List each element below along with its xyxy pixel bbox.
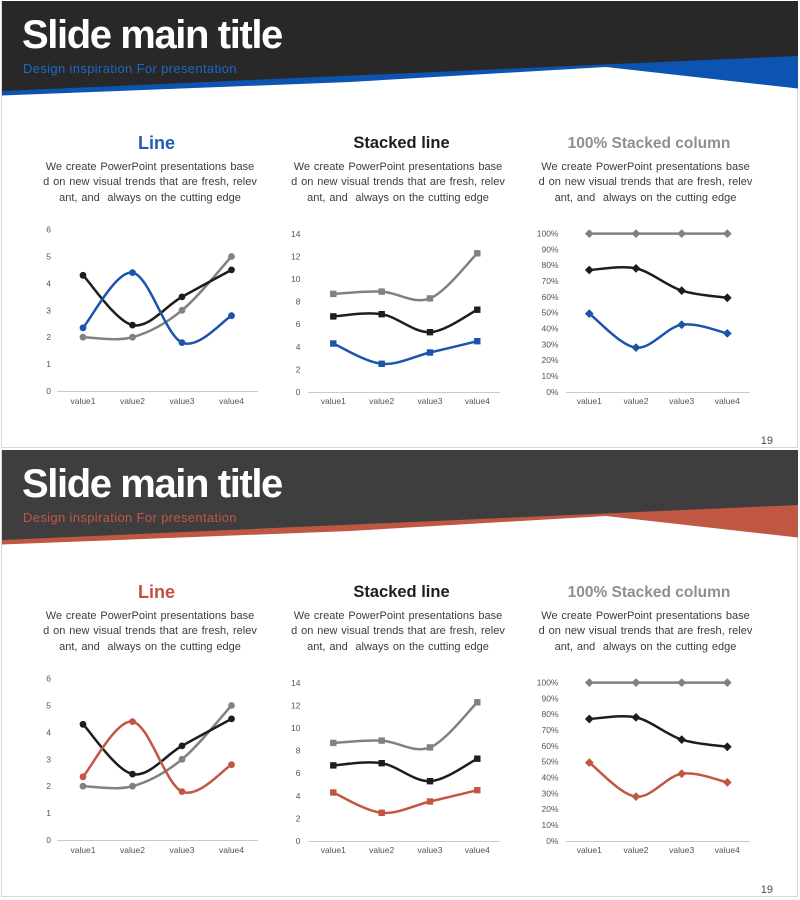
svg-text:8: 8 (296, 746, 301, 756)
svg-text:2: 2 (46, 332, 51, 342)
svg-text:0: 0 (46, 386, 51, 396)
svg-text:30%: 30% (541, 339, 558, 349)
svg-text:60%: 60% (541, 292, 558, 302)
svg-text:6: 6 (46, 674, 51, 684)
svg-text:14: 14 (291, 678, 301, 688)
svg-text:value3: value3 (417, 845, 442, 855)
svg-text:100%: 100% (537, 229, 559, 239)
svg-text:10: 10 (291, 274, 301, 284)
svg-text:3: 3 (46, 305, 51, 315)
svg-text:value4: value4 (715, 845, 740, 855)
svg-text:value1: value1 (577, 396, 602, 406)
svg-text:8: 8 (296, 297, 301, 307)
svg-text:2: 2 (46, 781, 51, 791)
svg-text:10: 10 (291, 723, 301, 733)
svg-text:50%: 50% (541, 308, 558, 318)
svg-text:0: 0 (296, 387, 301, 397)
svg-text:10%: 10% (541, 371, 558, 381)
svg-text:value2: value2 (623, 396, 648, 406)
svg-text:5: 5 (46, 701, 51, 711)
svg-text:10%: 10% (541, 820, 558, 830)
svg-text:value3: value3 (169, 396, 194, 406)
svg-text:value3: value3 (669, 845, 694, 855)
svg-text:value4: value4 (465, 845, 490, 855)
svg-text:20%: 20% (541, 804, 558, 814)
svg-text:5: 5 (46, 252, 51, 262)
svg-text:6: 6 (46, 225, 51, 235)
svg-text:3: 3 (46, 754, 51, 764)
svg-text:6: 6 (296, 319, 301, 329)
svg-text:value1: value1 (321, 396, 346, 406)
svg-text:value4: value4 (219, 396, 244, 406)
svg-text:2: 2 (296, 364, 301, 374)
svg-text:40%: 40% (541, 773, 558, 783)
svg-text:90%: 90% (541, 244, 558, 254)
svg-text:20%: 20% (541, 355, 558, 365)
svg-text:1: 1 (46, 808, 51, 818)
svg-text:80%: 80% (541, 709, 558, 719)
svg-text:2: 2 (296, 813, 301, 823)
svg-text:0: 0 (296, 836, 301, 846)
svg-text:4: 4 (46, 278, 51, 288)
svg-text:value2: value2 (369, 845, 394, 855)
svg-text:value2: value2 (120, 845, 145, 855)
svg-text:6: 6 (296, 768, 301, 778)
svg-text:value1: value1 (321, 845, 346, 855)
svg-text:12: 12 (291, 252, 301, 262)
svg-text:70%: 70% (541, 276, 558, 286)
svg-text:value2: value2 (623, 845, 648, 855)
svg-text:4: 4 (296, 342, 301, 352)
svg-text:value1: value1 (70, 845, 95, 855)
svg-text:value2: value2 (369, 396, 394, 406)
svg-text:70%: 70% (541, 725, 558, 735)
svg-text:value4: value4 (219, 845, 244, 855)
svg-text:value4: value4 (465, 396, 490, 406)
svg-text:100%: 100% (537, 678, 559, 688)
svg-text:value1: value1 (577, 845, 602, 855)
svg-text:4: 4 (296, 791, 301, 801)
svg-text:90%: 90% (541, 693, 558, 703)
svg-text:40%: 40% (541, 324, 558, 334)
svg-text:60%: 60% (541, 741, 558, 751)
svg-text:14: 14 (291, 229, 301, 239)
svg-text:50%: 50% (541, 757, 558, 767)
svg-text:12: 12 (291, 701, 301, 711)
svg-text:value2: value2 (120, 396, 145, 406)
svg-text:value3: value3 (669, 396, 694, 406)
svg-text:0%: 0% (546, 387, 559, 397)
svg-text:4: 4 (46, 727, 51, 737)
svg-text:value3: value3 (169, 845, 194, 855)
svg-text:value4: value4 (715, 396, 740, 406)
svg-text:value3: value3 (417, 396, 442, 406)
svg-text:80%: 80% (541, 260, 558, 270)
svg-text:value1: value1 (70, 396, 95, 406)
svg-text:0%: 0% (546, 836, 559, 846)
svg-text:0: 0 (46, 835, 51, 845)
svg-text:1: 1 (46, 359, 51, 369)
svg-text:30%: 30% (541, 788, 558, 798)
